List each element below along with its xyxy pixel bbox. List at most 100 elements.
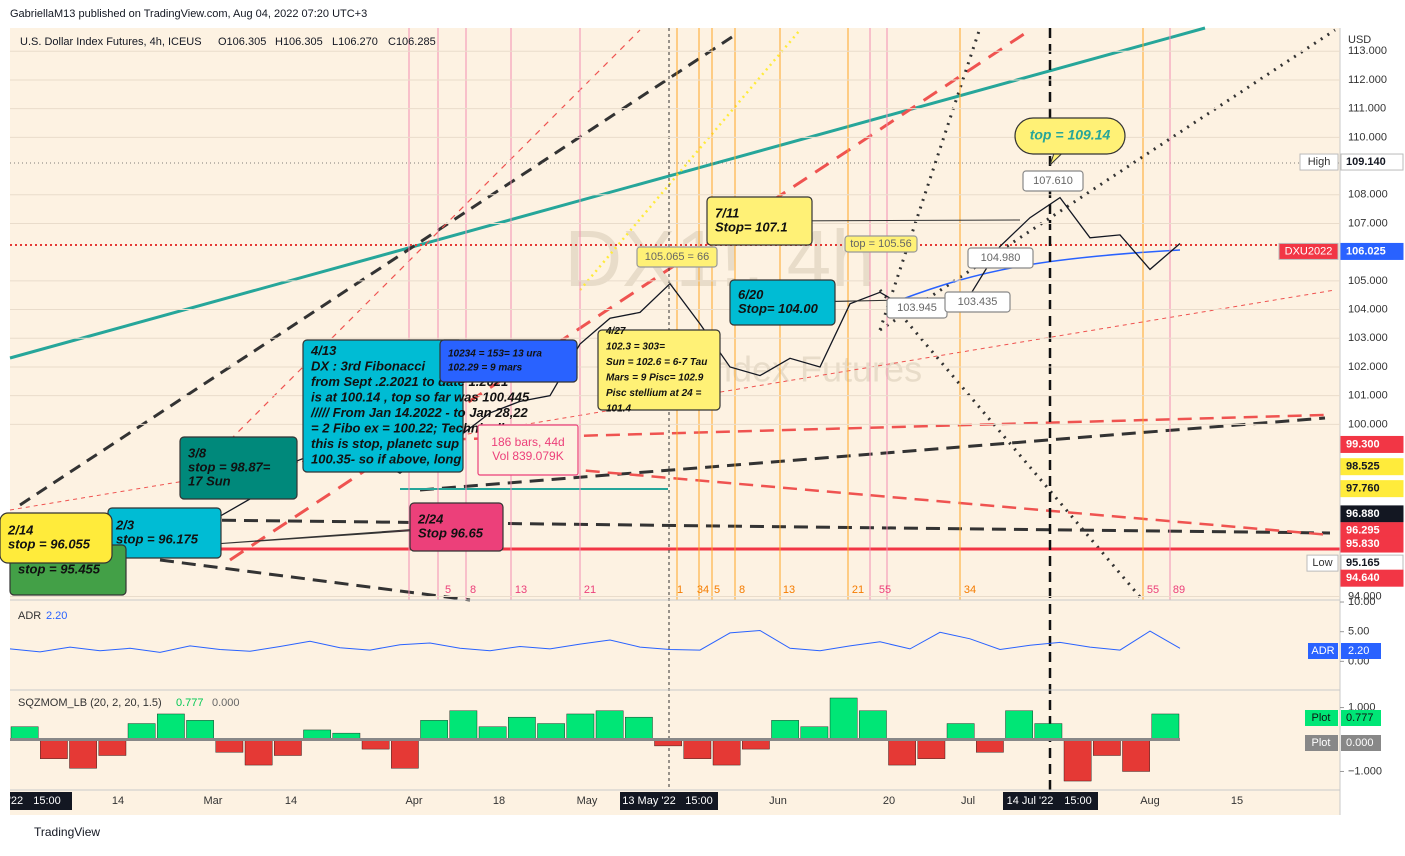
momentum-bar <box>683 739 712 759</box>
momentum-bar <box>1093 739 1121 756</box>
callout-box <box>636 246 718 268</box>
callout-box <box>597 329 721 411</box>
cycle-count: 8 <box>470 584 476 596</box>
cycle-count: 55 <box>879 584 891 596</box>
momentum-bar <box>244 739 273 766</box>
callout-text: 2/14 <box>7 522 34 537</box>
cycle-count: 21 <box>852 584 864 596</box>
price-label: 96.880 <box>1346 508 1380 520</box>
price-label: 106.025 <box>1346 245 1386 257</box>
time-label: Aug <box>1140 795 1160 807</box>
plot-value: 0.777 <box>1346 712 1374 724</box>
y-tick-label: 113.000 <box>1348 45 1387 57</box>
callout-text: 103.945 <box>897 302 937 314</box>
y-tick-label: 100.000 <box>1348 418 1388 430</box>
adr-tag-box <box>1308 643 1338 659</box>
callout: 107.610 <box>1022 170 1084 192</box>
trend-line <box>878 27 982 331</box>
momentum-bar <box>976 739 1004 753</box>
callout-text: 101.4 <box>606 403 631 414</box>
callout-text: 17 Sun <box>188 473 231 488</box>
callout-text: 2/3 <box>115 517 135 532</box>
momentum-bar <box>40 739 68 759</box>
callout-box <box>1022 170 1084 192</box>
callout-box <box>729 279 836 326</box>
plot-value-box <box>1341 710 1381 726</box>
y-tick-label: 102.000 <box>1348 361 1388 373</box>
callout: 104.980 <box>967 247 1034 269</box>
y-tick-label: 104.000 <box>1348 303 1388 315</box>
price-label-box <box>1340 458 1404 476</box>
cycle-count: 89 <box>1173 584 1185 596</box>
callout-text: Mars = 9 Pisc= 102.9 <box>606 372 704 383</box>
y-tick-label: 111.000 <box>1348 103 1386 115</box>
price-tag-box <box>1306 554 1339 572</box>
trend-line <box>199 518 1331 535</box>
callout-box <box>409 502 504 552</box>
momentum-bar <box>771 720 799 740</box>
momentum-bar <box>566 713 595 740</box>
callout-text: top = 109.14 <box>1030 127 1111 143</box>
price-tag: DXU2022 <box>1285 245 1333 257</box>
callout-text: this is stop, planetc sup <box>311 436 459 451</box>
momentum-bar <box>1005 710 1033 740</box>
callout-text: Stop= 104.00 <box>738 301 819 316</box>
momentum-bar <box>274 739 302 756</box>
price-label: 97.760 <box>1346 483 1380 495</box>
momentum-bar <box>478 726 507 740</box>
chart-area <box>10 28 1340 815</box>
callout: 4/27 102.3 = 303= Sun = 102.6 = 6-7 Tau Mar… <box>597 326 721 414</box>
price-label: 96.295 <box>1346 525 1380 537</box>
callout-box <box>0 512 113 564</box>
price-label-box <box>1340 153 1404 171</box>
time-label: 14 Jul '22 <box>1007 795 1054 807</box>
price-tag-box <box>1278 242 1339 260</box>
trend-line <box>519 463 1331 537</box>
price-label-box <box>1340 535 1404 553</box>
adr-line <box>9 629 1181 653</box>
momentum-bar <box>420 720 448 740</box>
callout: 105.065 = 66 <box>636 246 718 268</box>
callout-text: 107.610 <box>1033 175 1073 187</box>
cycle-count: 21 <box>584 584 596 596</box>
momentum-bar <box>127 723 156 740</box>
footer: TradingView <box>34 825 100 839</box>
time-label: 15:00 <box>33 795 61 807</box>
time-label: Apr <box>405 795 422 807</box>
legend-ohlc: L106.270 <box>332 36 378 48</box>
trend-line <box>159 558 471 602</box>
plot-tag-box <box>1305 735 1338 751</box>
momentum-bar <box>537 723 565 740</box>
adr-title: ADR <box>18 610 41 622</box>
callout-box <box>439 339 578 383</box>
price-label-box <box>1340 505 1404 523</box>
callout-box <box>179 436 298 500</box>
callout-text: is at 100.14 , top so far was 100.445 <box>311 390 530 405</box>
callout-text: stop = 95.455 <box>18 561 101 576</box>
trend-line <box>878 289 1142 598</box>
callout: 103.945 <box>886 297 948 319</box>
time-highlight <box>1003 792 1098 810</box>
callout-text: 7/11 <box>715 205 739 220</box>
drawings <box>9 26 1340 790</box>
momentum-bar <box>215 739 244 753</box>
plot-value-box <box>1341 735 1381 751</box>
momentum-bar <box>712 739 741 766</box>
time-label: 20 <box>883 795 895 807</box>
plot-tag: Plot <box>1312 737 1331 749</box>
momentum-bar <box>1122 739 1150 772</box>
price-label-box <box>1340 569 1404 587</box>
callout-text: 102.29 = 9 mars <box>448 363 523 374</box>
callout-text: 104.980 <box>981 252 1021 264</box>
trend-line <box>879 28 1336 332</box>
cycle-count: 55 <box>1147 584 1159 596</box>
cycle-count: 5 <box>445 584 451 596</box>
callout-text: 4/13 <box>310 343 337 358</box>
momentum-bar <box>1063 739 1092 782</box>
